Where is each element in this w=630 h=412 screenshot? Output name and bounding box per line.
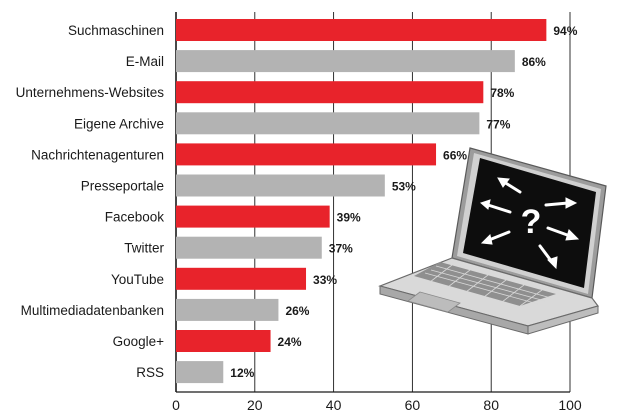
value-label: 77% (486, 117, 510, 131)
bar (176, 205, 330, 228)
value-label: 33% (313, 273, 337, 287)
category-label: Multimediadatenbanken (21, 303, 164, 318)
bar (176, 50, 515, 73)
question-mark: ? (521, 203, 542, 241)
value-label: 78% (490, 86, 514, 100)
category-label: RSS (136, 365, 164, 380)
laptop-question-icon: ? (378, 147, 607, 335)
category-label: Facebook (105, 210, 165, 225)
value-label: 24% (278, 335, 302, 349)
x-tick-label: 20 (247, 397, 263, 412)
category-label: Nachrichtenagenturen (31, 147, 164, 162)
bar (176, 174, 385, 197)
bar (176, 112, 480, 135)
category-label: YouTube (111, 272, 164, 287)
bar (176, 143, 437, 166)
bar (176, 19, 547, 41)
bars (176, 19, 547, 384)
category-labels: Suchmaschinen E-Mail Unternehmens-Websites… (16, 23, 165, 380)
bar (176, 330, 271, 352)
bar (176, 81, 484, 104)
category-label: Twitter (124, 241, 164, 256)
category-label: Eigene Archive (74, 116, 164, 131)
value-label: 26% (285, 304, 309, 318)
x-tick-label: 0 (172, 397, 180, 412)
category-label: E-Mail (126, 54, 164, 69)
bar (176, 267, 307, 290)
value-label: 66% (443, 148, 467, 162)
x-axis: 0 20 40 60 80 100 (172, 397, 582, 412)
x-tick-label: 60 (405, 397, 421, 412)
value-label: 37% (329, 242, 353, 256)
value-labels: 94% 86% 78% 77% 66% 53% 39% 37% 33% 26% 24% 12% (230, 24, 577, 380)
value-label: 94% (553, 24, 577, 38)
x-tick-label: 100 (558, 397, 582, 412)
category-label: Unternehmens-Websites (16, 85, 165, 100)
category-label: Suchmaschinen (68, 23, 164, 38)
category-label: Google+ (113, 334, 165, 349)
value-label: 86% (522, 55, 546, 69)
value-label: 39% (337, 211, 361, 225)
bar (176, 236, 322, 259)
x-tick-label: 40 (326, 397, 342, 412)
bar (176, 298, 279, 321)
x-tick-label: 80 (483, 397, 499, 412)
value-label: 12% (230, 366, 254, 380)
bar (176, 361, 224, 384)
category-label: Presseportale (81, 179, 164, 194)
value-label: 53% (392, 180, 416, 194)
